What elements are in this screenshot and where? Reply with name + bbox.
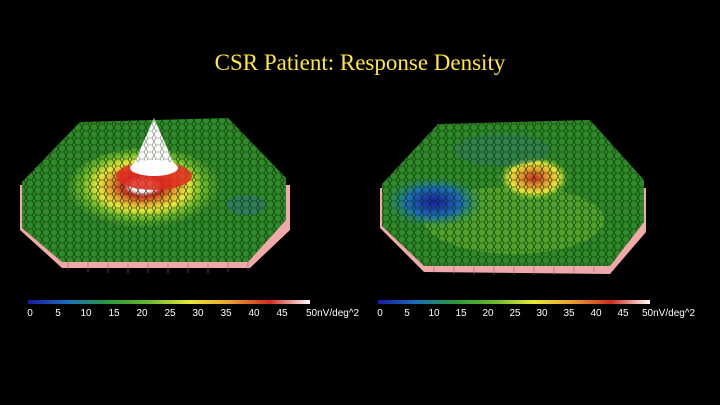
response-density-plot-right	[374, 110, 654, 285]
colorbar-right: 0 5 10 15 20 25 30 35 40 45 50nV/deg^2	[370, 296, 715, 326]
colorbar-tick: 15	[108, 308, 120, 319]
colorbar-tick: 25	[164, 308, 176, 319]
response-peak	[116, 118, 192, 190]
colorbar-unit: 50nV/deg^2	[642, 308, 696, 319]
colorbar-tick: 20	[136, 308, 148, 319]
colorbar-tick: 0	[27, 308, 33, 319]
surface-mesh	[382, 120, 644, 266]
page-title: CSR Patient: Response Density	[214, 50, 506, 75]
colorbar-ticks: 0 5 10 15 20 25 30 35 40 45	[20, 308, 320, 324]
colorbar-tick: 25	[509, 308, 521, 319]
colorbar-tick: 10	[428, 308, 440, 319]
colorbar-gradient	[378, 300, 650, 304]
colorbar-tick: 40	[590, 308, 602, 319]
colorbar-gradient	[28, 300, 310, 304]
colorbar-tick: 0	[377, 308, 383, 319]
colorbar-tick: 10	[80, 308, 92, 319]
colorbar-unit: 50nV/deg^2	[306, 308, 360, 319]
colorbar-tick: 45	[617, 308, 629, 319]
colorbar-left: 0 5 10 15 20 25 30 35 40 45 50nV/deg^2	[20, 296, 365, 326]
colorbar-tick: 15	[455, 308, 467, 319]
colorbar-tick: 20	[482, 308, 494, 319]
colorbar-tick: 30	[536, 308, 548, 319]
colorbar-tick: 45	[276, 308, 288, 319]
colorbar-tick: 5	[55, 308, 61, 319]
colorbar-tick: 40	[248, 308, 260, 319]
colorbar-tick: 5	[404, 308, 410, 319]
colorbar-ticks: 0 5 10 15 20 25 30 35 40 45	[370, 308, 660, 324]
colorbar-tick: 30	[192, 308, 204, 319]
response-density-plot-left	[18, 110, 294, 285]
colorbar-tick: 35	[220, 308, 232, 319]
colorbar-tick: 35	[563, 308, 575, 319]
